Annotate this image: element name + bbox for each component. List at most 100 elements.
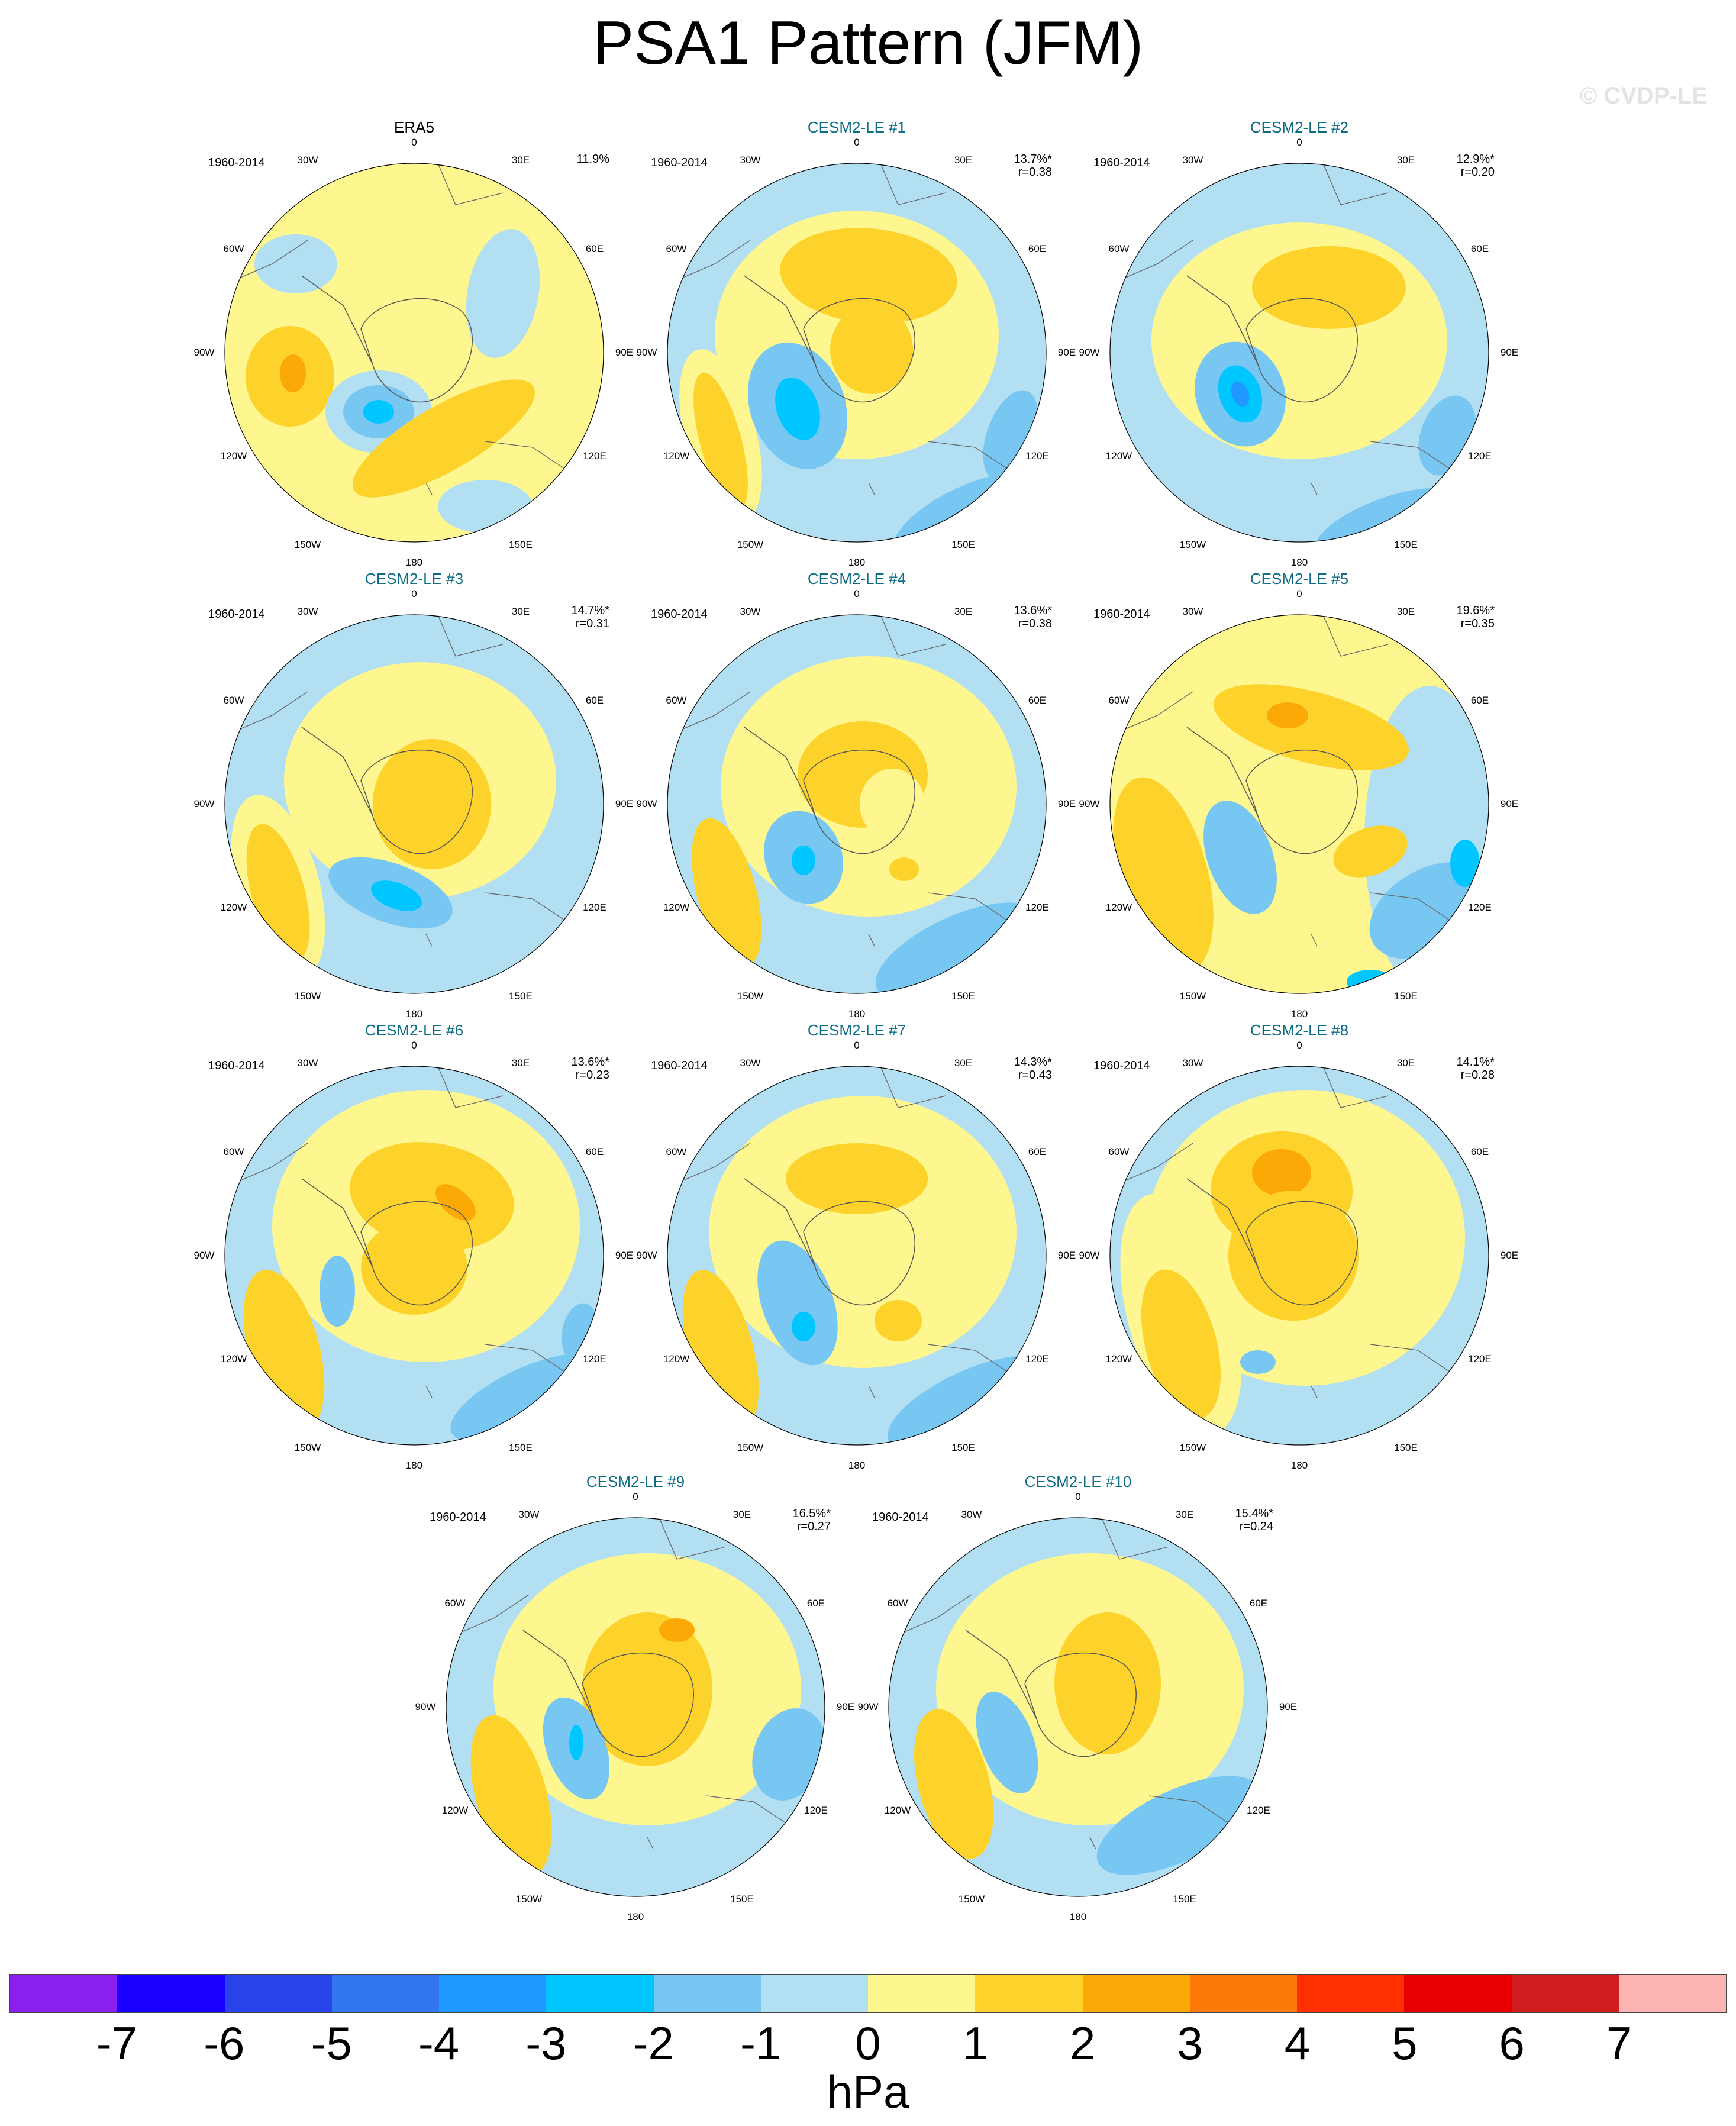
colorbar-units: hPa <box>827 2066 909 2118</box>
panel-period: 1960-2014 <box>651 1059 708 1072</box>
longitude-label: 120W <box>663 902 690 913</box>
longitude-label: 0 <box>411 588 417 599</box>
variance-percent: 13.6%* <box>1014 604 1053 617</box>
panel-period: 1960-2014 <box>208 1059 265 1072</box>
antarctica-coastline <box>744 1178 915 1306</box>
polar-map <box>224 614 604 994</box>
pressure-anomaly-region <box>350 1142 514 1251</box>
map-panel: CESM2-LE #3 1960-2014 14.7%* r=0.31 0 30E 60E 9… <box>194 570 634 1020</box>
map-border <box>1109 1066 1489 1446</box>
longitude-label: 60W <box>1108 1146 1130 1157</box>
polar-map <box>1109 1066 1489 1446</box>
colorbar-tick-label: 4 <box>1284 2017 1311 2069</box>
panel-period: 1960-2014 <box>1093 156 1150 169</box>
pressure-anomaly-region <box>363 400 394 424</box>
pattern-correlation: r=0.31 <box>575 617 609 630</box>
longitude-label: 0 <box>633 1491 638 1502</box>
panel-title: CESM2-LE #5 <box>1250 570 1349 588</box>
longitude-label: 120W <box>1105 902 1132 913</box>
longitude-label: 60E <box>1470 695 1489 706</box>
colorbar-swatch <box>1511 1975 1619 2012</box>
panel-variance-stats: 15.4%* r=0.24 <box>1235 1507 1274 1533</box>
map-border <box>667 163 1047 543</box>
longitude-label: 90W <box>1079 798 1100 809</box>
pattern-correlation: r=0.20 <box>1460 166 1495 179</box>
panel-period: 1960-2014 <box>208 608 265 621</box>
pressure-anomaly-region <box>775 377 820 441</box>
longitude-label: 0 <box>1296 137 1302 148</box>
pattern-correlation: r=0.35 <box>1460 617 1495 630</box>
longitude-label: 120W <box>663 1353 690 1364</box>
pattern-correlation: r=0.28 <box>1460 1069 1495 1082</box>
longitude-label: 120E <box>1468 450 1492 462</box>
map-border <box>1109 614 1489 994</box>
antarctica-coastline <box>1186 275 1358 403</box>
colorbar-swatch <box>1082 1975 1190 2012</box>
colorbar-tick-label: 5 <box>1392 2017 1418 2069</box>
colorbar-tick-label: 3 <box>1177 2017 1203 2069</box>
longitude-label: 90E <box>615 798 634 809</box>
pressure-anomaly-region <box>466 229 540 358</box>
longitude-label: 30W <box>297 606 318 617</box>
panel-variance-stats: 13.6%* r=0.38 <box>1014 604 1053 630</box>
continent-coastlines <box>1115 615 1454 947</box>
longitude-label: 180 <box>848 1460 866 1471</box>
continent-coastlines <box>1115 163 1454 495</box>
longitude-label: 90W <box>636 1250 657 1261</box>
longitude-label: 120E <box>1468 1353 1492 1364</box>
longitude-label: 60W <box>1108 243 1130 254</box>
longitude-label: 150E <box>1394 1442 1418 1453</box>
longitude-label: 60W <box>223 243 244 254</box>
map-border <box>224 614 604 994</box>
colorbar-swatch <box>975 1975 1083 2012</box>
map-panel: CESM2-LE #9 1960-2014 16.5%* r=0.27 0 30E 60E 9… <box>415 1473 855 1922</box>
colorbar-swatch <box>546 1975 654 2012</box>
longitude-label: 60E <box>1470 1146 1489 1157</box>
pressure-anomaly-region <box>757 1240 838 1366</box>
panel-title: ERA5 <box>394 118 434 136</box>
colorbar-tick-label: -3 <box>525 2017 567 2069</box>
map-border <box>446 1517 825 1897</box>
pressure-anomaly-region <box>976 1692 1038 1793</box>
panel-title: CESM2-LE #2 <box>1250 118 1349 136</box>
antarctica-coastline <box>744 275 915 403</box>
longitude-label: 30E <box>1396 154 1415 166</box>
polar-map <box>446 1517 825 1897</box>
longitude-label: 60E <box>585 695 604 706</box>
longitude-label: 30E <box>954 1057 973 1069</box>
pressure-anomaly-region <box>320 1256 355 1327</box>
longitude-label: 150E <box>951 539 975 550</box>
longitude-label: 30W <box>297 154 318 166</box>
colorbar-tick-label: -5 <box>311 2017 352 2069</box>
longitude-label: 30E <box>511 154 530 166</box>
polar-map <box>1109 614 1489 994</box>
pressure-anomaly-region <box>792 846 815 875</box>
colorbar-swatch <box>1618 1975 1726 2012</box>
longitude-label: 90W <box>193 347 215 358</box>
longitude-label: 120W <box>220 902 247 913</box>
longitude-label: 120E <box>804 1805 828 1816</box>
watermark: © CVDP-LE <box>1579 83 1708 109</box>
panel-variance-stats: 14.1%* r=0.28 <box>1457 1056 1495 1082</box>
longitude-label: 0 <box>1075 1491 1081 1502</box>
colorbar-tick-label: 0 <box>855 2017 881 2069</box>
longitude-label: 90W <box>1079 1250 1100 1261</box>
map-panel: CESM2-LE #10 1960-2014 15.4%* r=0.24 0 30E 60E… <box>858 1473 1298 1922</box>
variance-percent: 15.4%* <box>1235 1507 1274 1520</box>
longitude-label: 60E <box>1470 243 1489 254</box>
longitude-label: 60E <box>806 1598 825 1609</box>
pattern-correlation: r=0.43 <box>1018 1069 1052 1082</box>
longitude-label: 120E <box>583 902 606 913</box>
longitude-label: 30W <box>740 606 761 617</box>
longitude-label: 150E <box>951 991 975 1002</box>
longitude-label: 90W <box>193 798 215 809</box>
pressure-anomaly-region <box>875 902 1040 993</box>
longitude-label: 150W <box>294 1442 321 1453</box>
longitude-label: 120E <box>1025 902 1049 913</box>
continent-coastlines <box>230 163 569 495</box>
longitude-label: 60E <box>1249 1598 1268 1609</box>
colorbar-swatch <box>868 1975 976 2012</box>
colorbar-tick-label: 2 <box>1070 2017 1096 2069</box>
colorbar-tick-label: 7 <box>1606 2017 1632 2069</box>
map-border <box>224 1066 604 1446</box>
